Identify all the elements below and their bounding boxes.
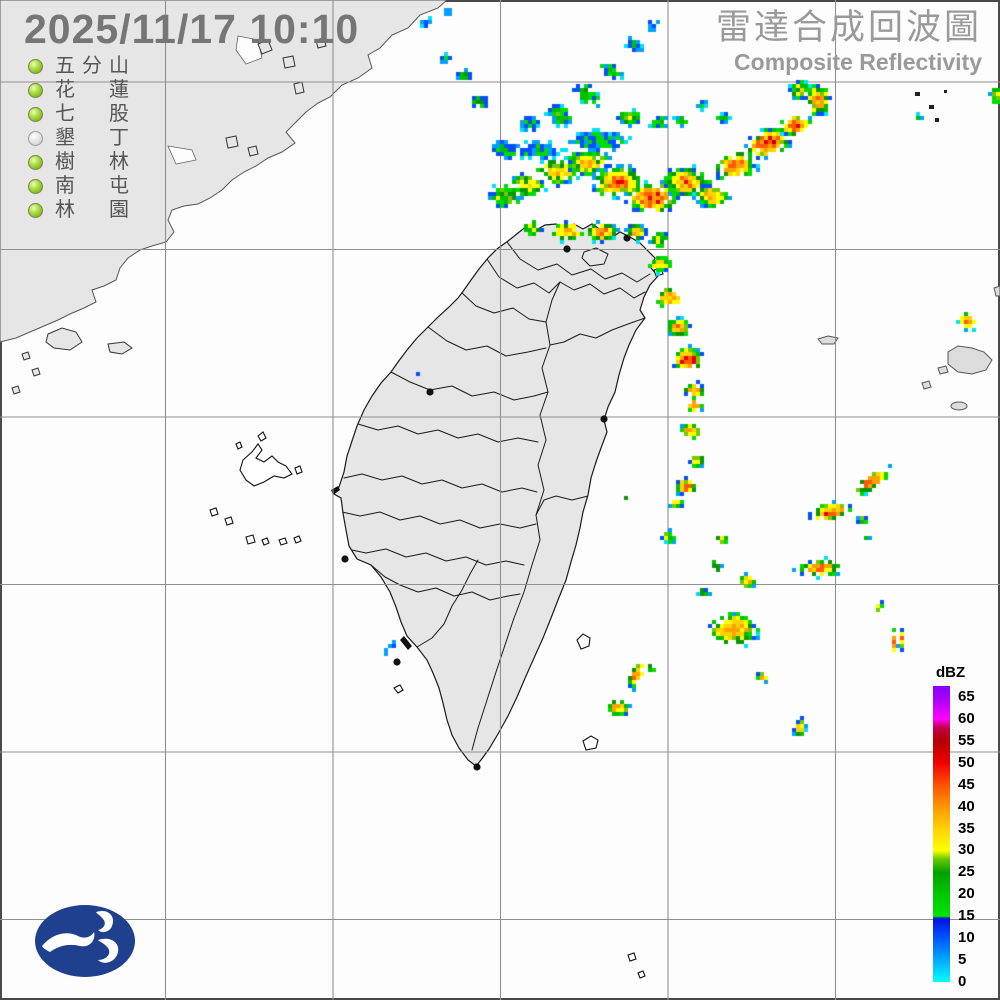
- station-name: 五分山: [55, 55, 129, 77]
- station-name: 墾丁: [55, 127, 129, 149]
- station-active-icon: [28, 154, 43, 170]
- station-name: 南屯: [55, 175, 129, 197]
- dbz-tick-label: 40: [958, 797, 975, 815]
- station-name: 七股: [55, 103, 129, 125]
- station-legend-row: 林園: [28, 198, 129, 222]
- station-active-icon: [28, 58, 43, 74]
- station-name: 林園: [55, 199, 129, 221]
- dbz-tick-label: 60: [958, 709, 975, 727]
- dbz-tick-label: 20: [958, 885, 975, 903]
- dbz-tick-label: 50: [958, 753, 975, 771]
- dbz-tick-label: 10: [958, 929, 975, 947]
- dbz-tick-label: 5: [958, 951, 967, 969]
- title-english: Composite Reflectivity: [734, 48, 982, 75]
- dbz-tick-label: 65: [958, 687, 975, 705]
- station-active-icon: [28, 202, 43, 218]
- station-active-icon: [28, 106, 43, 122]
- station-legend-row: 花蓮: [28, 78, 129, 102]
- observation-timestamp: 2025/11/17 10:10: [24, 6, 360, 52]
- dbz-tick-label: 45: [958, 775, 975, 793]
- dbz-tick-label: 35: [958, 819, 975, 837]
- station-name: 樹林: [55, 151, 129, 173]
- dbz-tick-label: 30: [958, 841, 975, 859]
- chart-title-block: 雷達合成回波圖 Composite Reflectivity: [715, 8, 982, 76]
- radar-station-legend: 五分山花蓮七股墾丁樹林南屯林園: [28, 54, 129, 222]
- dbz-gradient-bar: [933, 686, 950, 982]
- station-name: 花蓮: [55, 79, 129, 101]
- title-chinese: 雷達合成回波圖: [715, 8, 982, 47]
- station-active-icon: [28, 82, 43, 98]
- station-legend-row: 南屯: [28, 174, 129, 198]
- station-legend-row: 七股: [28, 102, 129, 126]
- dbz-colorbar: dBZ 65 60 55 50 45 40 35 30 25 20 15 10 5 0: [910, 664, 988, 990]
- dbz-label: dBZ: [936, 664, 966, 681]
- station-active-icon: [28, 178, 43, 194]
- dbz-tick-label: 25: [958, 863, 975, 881]
- station-legend-row: 五分山: [28, 54, 129, 78]
- station-inactive-icon: [28, 130, 43, 146]
- dbz-tick-label: 15: [958, 907, 975, 925]
- station-legend-row: 樹林: [28, 150, 129, 174]
- station-legend-row: 墾丁: [28, 126, 129, 150]
- dbz-tick-label: 0: [958, 973, 967, 990]
- dbz-tick-label: 55: [958, 731, 975, 749]
